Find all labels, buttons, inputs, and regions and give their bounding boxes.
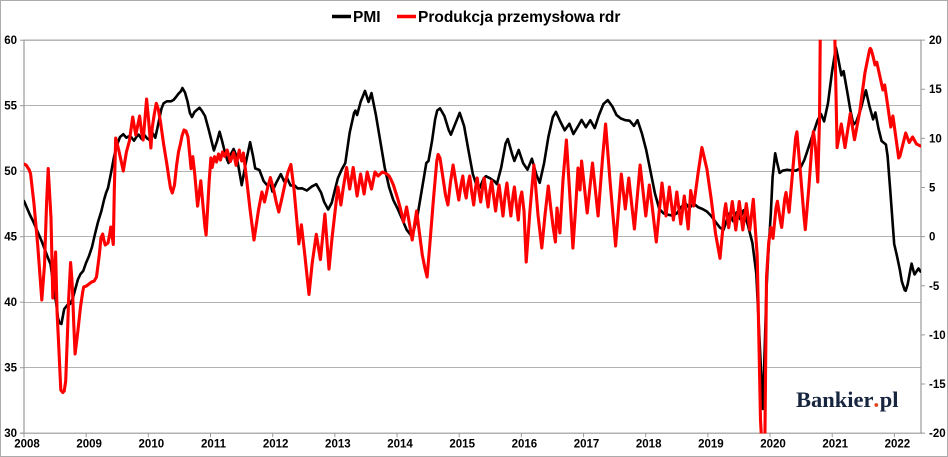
svg-text:2019: 2019: [698, 439, 724, 451]
svg-text:-5: -5: [929, 281, 940, 293]
svg-text:2010: 2010: [139, 439, 165, 451]
svg-text:2013: 2013: [325, 439, 351, 451]
svg-text:5: 5: [929, 182, 936, 194]
svg-text:PMI: PMI: [353, 9, 381, 26]
svg-text:-10: -10: [929, 330, 946, 342]
svg-text:30: 30: [4, 428, 17, 440]
svg-text:-20: -20: [929, 428, 946, 440]
svg-text:2014: 2014: [387, 439, 413, 451]
svg-text:45: 45: [4, 232, 17, 244]
svg-text:0: 0: [929, 232, 935, 244]
svg-text:2016: 2016: [512, 439, 538, 451]
svg-text:2015: 2015: [449, 439, 475, 451]
svg-text:10: 10: [929, 133, 942, 145]
svg-text:55: 55: [4, 101, 17, 113]
svg-text:50: 50: [4, 166, 17, 178]
svg-text:2020: 2020: [760, 439, 786, 451]
svg-text:2012: 2012: [263, 439, 289, 451]
svg-text:20: 20: [929, 35, 942, 47]
svg-text:15: 15: [929, 84, 942, 96]
svg-text:2009: 2009: [76, 439, 102, 451]
svg-text:2011: 2011: [201, 439, 227, 451]
svg-text:2021: 2021: [822, 439, 848, 451]
svg-text:pl: pl: [880, 387, 899, 412]
svg-text:60: 60: [4, 35, 17, 47]
svg-text:2022: 2022: [885, 439, 911, 451]
svg-text:2018: 2018: [636, 439, 662, 451]
svg-text:Produkcja przemysłowa rdr: Produkcja przemysłowa rdr: [418, 9, 620, 26]
svg-text:2008: 2008: [14, 439, 40, 451]
svg-text:-15: -15: [929, 379, 946, 391]
svg-text:Bankier: Bankier: [796, 387, 874, 412]
svg-text:2017: 2017: [574, 439, 600, 451]
svg-text:40: 40: [4, 297, 17, 309]
svg-text:35: 35: [4, 363, 17, 375]
